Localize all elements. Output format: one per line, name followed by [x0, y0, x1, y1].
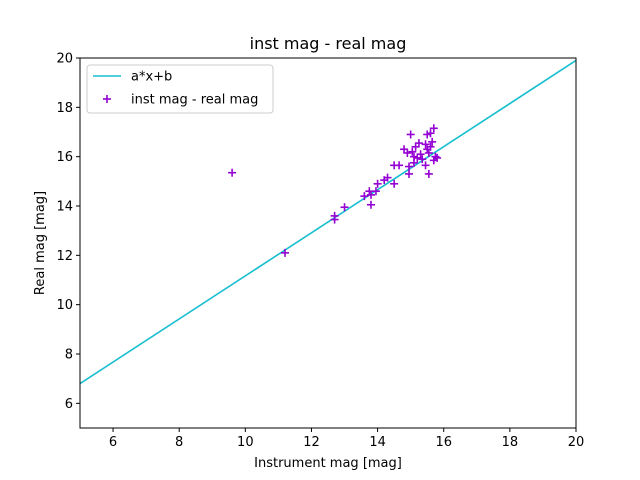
data-point	[405, 169, 414, 178]
y-tick-label: 12	[56, 249, 73, 264]
data-point	[403, 148, 412, 157]
x-tick-label: 8	[175, 435, 183, 450]
y-tick-label: 20	[56, 52, 73, 67]
data-point	[414, 139, 423, 148]
data-point	[366, 190, 375, 199]
legend-box	[86, 64, 274, 114]
y-tick-label: 16	[56, 150, 73, 165]
data-point	[418, 155, 427, 164]
plot-area	[80, 58, 576, 428]
legend-item: a*x+b	[93, 70, 172, 85]
data-point	[421, 140, 430, 149]
legend-label: a*x+b	[131, 70, 172, 85]
data-point	[426, 129, 435, 138]
data-point	[228, 168, 237, 177]
plot-frame	[79, 57, 577, 429]
data-point	[390, 179, 399, 188]
x-tick-label: 6	[109, 435, 117, 450]
data-point	[373, 179, 382, 188]
y-tick-label: 14	[56, 200, 73, 215]
fit-line	[80, 59, 576, 385]
data-point	[431, 152, 440, 161]
legend-marker-swatch	[103, 95, 111, 103]
data-point	[405, 162, 414, 171]
data-point	[383, 173, 392, 182]
data-point	[366, 200, 375, 209]
x-axis-label: Instrument mag [mag]	[254, 456, 402, 471]
data-point	[429, 124, 438, 133]
data-point	[433, 153, 442, 162]
y-tick-label: 6	[65, 397, 73, 412]
data-point	[424, 148, 433, 157]
y-axis-ticks: 6 8 10 12 14 16 18 20	[56, 52, 80, 412]
chart-title: inst mag - real mag	[250, 34, 407, 53]
data-point	[426, 142, 435, 151]
data-point	[424, 169, 433, 178]
x-tick-label: 14	[369, 435, 386, 450]
y-axis-label: Real mag [mag]	[33, 191, 48, 295]
y-tick-label: 18	[56, 101, 73, 116]
data-point	[421, 161, 430, 170]
x-axis-ticks: 6 8 10 12 14 16 18 20	[109, 428, 584, 450]
data-point	[281, 248, 290, 257]
data-point	[371, 187, 380, 196]
data-point	[395, 161, 404, 170]
data-point	[330, 215, 339, 224]
data-point	[340, 203, 349, 212]
legend-label: inst mag - real mag	[131, 93, 258, 108]
x-tick-label: 20	[568, 435, 585, 450]
legend: a*x+b inst mag - real mag	[86, 64, 274, 114]
data-point	[428, 137, 437, 146]
legend-item: inst mag - real mag	[103, 93, 258, 108]
data-point	[360, 192, 369, 201]
y-tick-label: 8	[65, 348, 73, 363]
data-point	[408, 147, 417, 156]
y-tick-label: 10	[56, 298, 73, 313]
plot-content	[80, 59, 576, 385]
x-tick-label: 10	[237, 435, 254, 450]
data-point	[416, 150, 425, 159]
data-point	[406, 130, 415, 139]
x-tick-label: 12	[303, 435, 320, 450]
x-tick-label: 16	[435, 435, 452, 450]
x-tick-label: 18	[502, 435, 519, 450]
